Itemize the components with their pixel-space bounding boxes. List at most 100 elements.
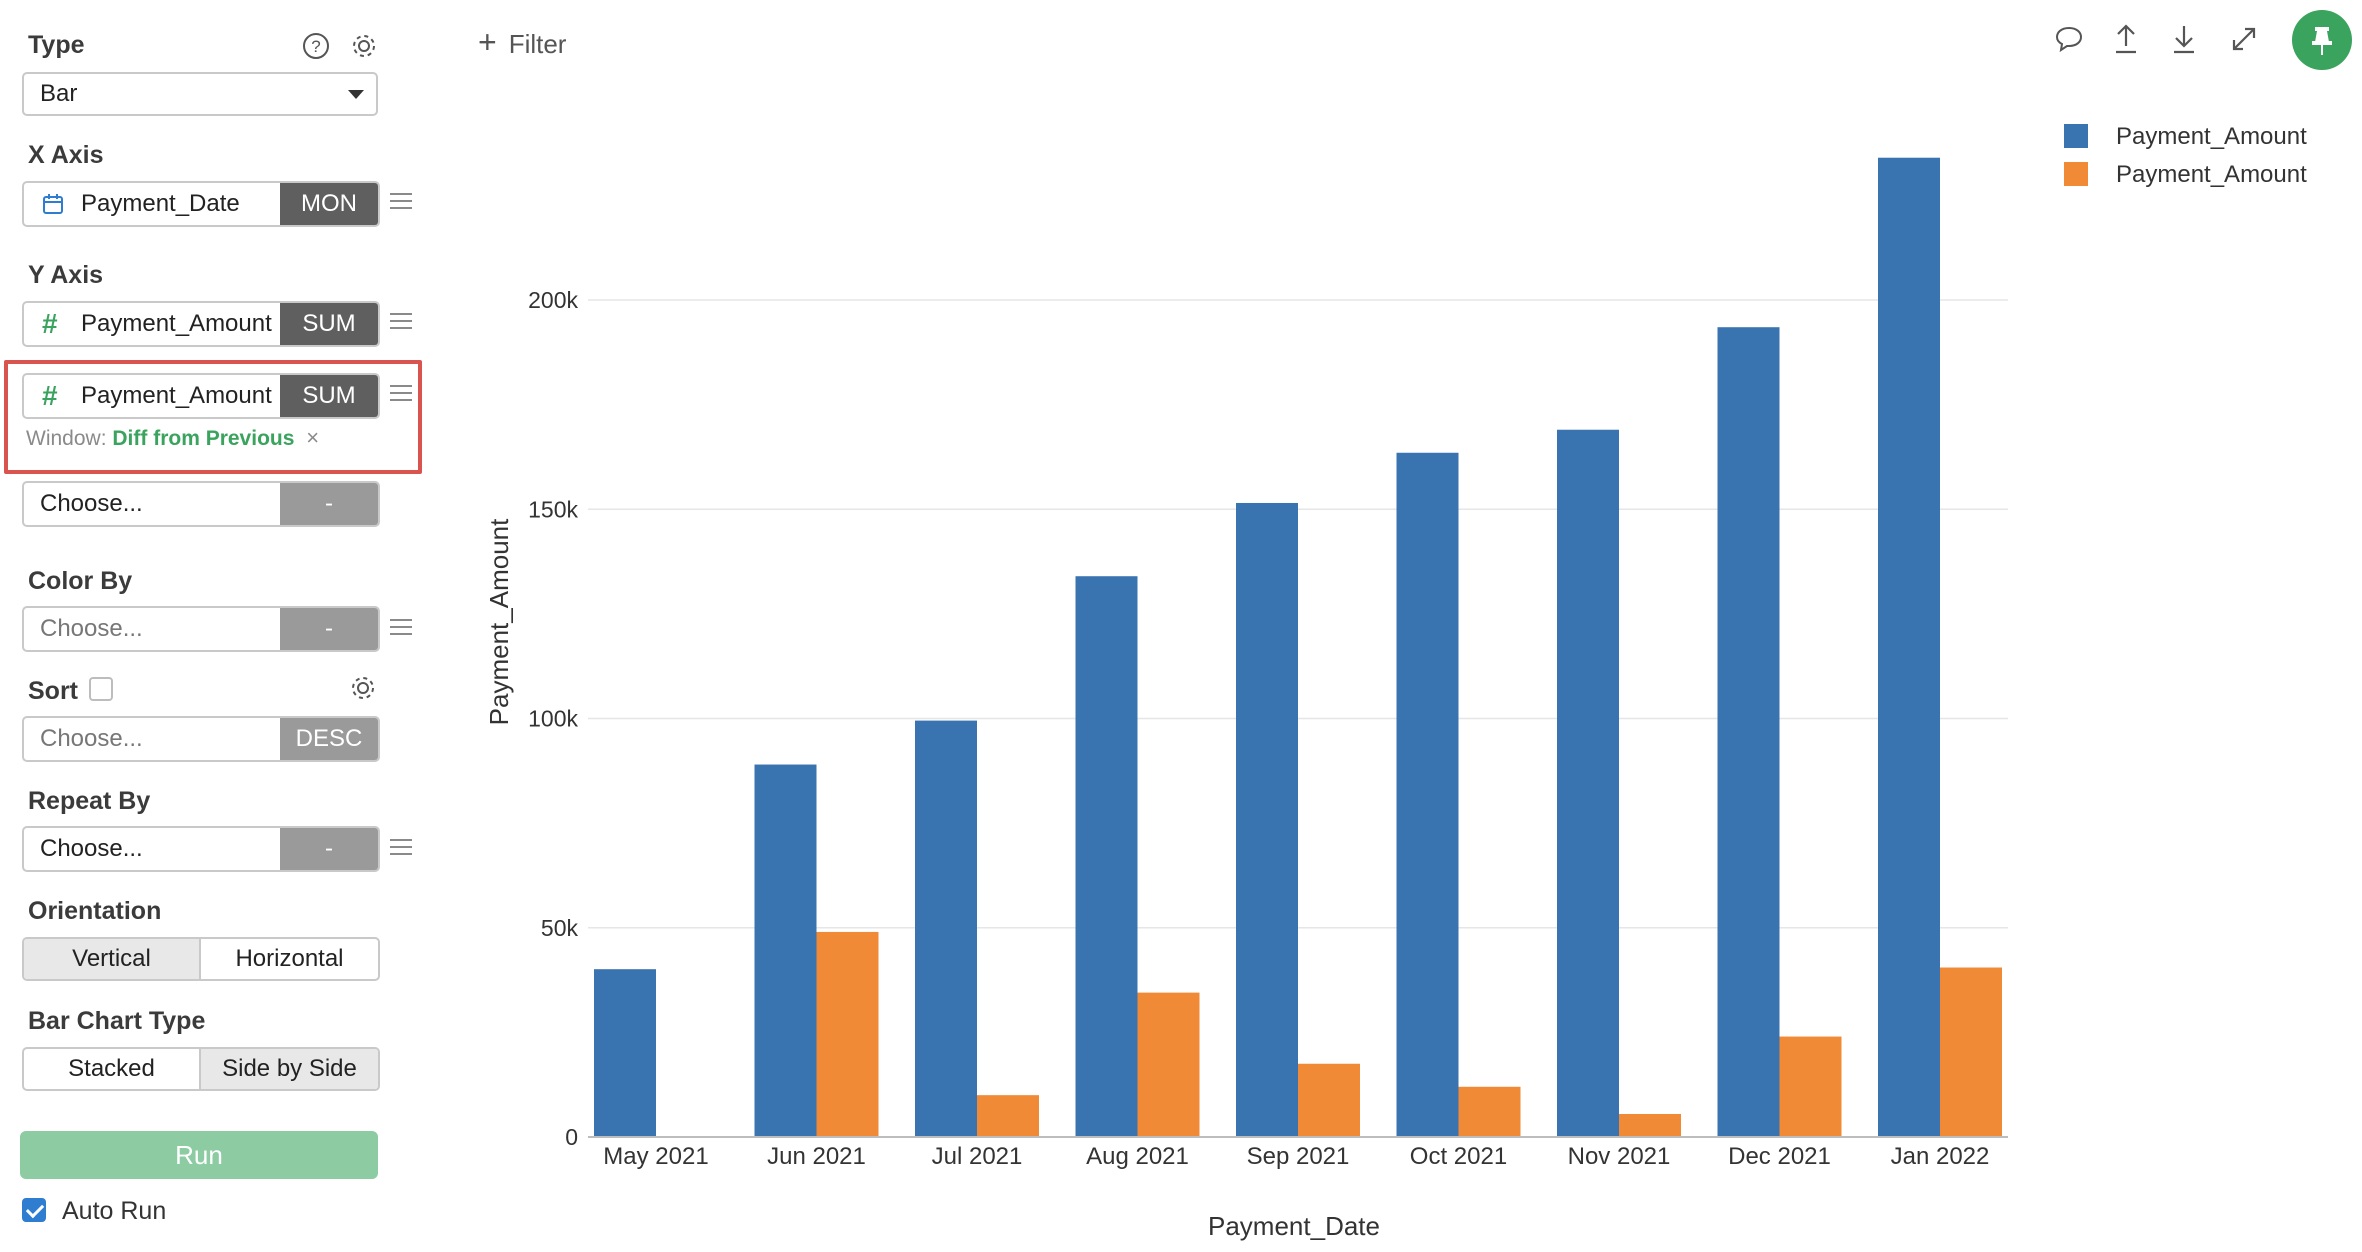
sort-field[interactable]: Choose... DESC [22, 716, 380, 762]
x-axis-menu-icon[interactable] [390, 193, 412, 211]
x-axis-title: Payment_Date [1208, 1211, 1380, 1241]
pin-icon [2312, 27, 2332, 55]
download-icon[interactable] [2167, 22, 2201, 56]
run-button[interactable]: Run [20, 1131, 378, 1179]
filter-label: Filter [508, 29, 567, 59]
y-tick-label: 150k [528, 496, 578, 522]
y-axis-field-1-name[interactable]: # Payment_Amount [24, 303, 282, 345]
repeat-by-field[interactable]: Choose... - [22, 826, 380, 872]
y-axis-field-2-agg-button[interactable]: SUM [280, 375, 378, 417]
bar-series-2 [1137, 992, 1200, 1137]
color-by-placeholder: Choose... [40, 615, 143, 642]
x-tick-label: Oct 2021 [1410, 1143, 1507, 1170]
orientation-label: Orientation [28, 897, 162, 925]
y-axis-add-agg-button[interactable]: - [280, 483, 378, 525]
bar-type-stacked-option[interactable]: Stacked [24, 1049, 201, 1089]
bar-series-1 [1396, 452, 1459, 1137]
y-axis-field-2-text: Payment_Amount [81, 382, 272, 409]
calendar-icon [43, 194, 63, 214]
bar-series-1 [1557, 429, 1619, 1137]
repeat-by-agg-button[interactable]: - [280, 828, 378, 870]
y-axis-title: Payment_Amount [484, 518, 514, 725]
sort-select[interactable]: Choose... [24, 718, 282, 760]
bar-series-1 [754, 764, 817, 1137]
window-calculation-link[interactable]: Diff from Previous [112, 427, 295, 450]
y-tick-label: 200k [528, 287, 578, 313]
help-icon[interactable]: ? [302, 32, 330, 60]
window-label: Window: [26, 427, 107, 450]
upload-icon[interactable] [2109, 22, 2143, 56]
pin-button[interactable] [2292, 10, 2352, 70]
y-axis-field-1-text: Payment_Amount [81, 310, 272, 337]
bar-series-2 [1779, 1036, 1842, 1137]
axes: 0 50k 100k 150k 200k May 2021 Jun 2021 Jul 2021… [484, 287, 2008, 1241]
auto-run-label: Auto Run [62, 1197, 167, 1225]
color-by-agg-button[interactable]: - [280, 608, 378, 650]
x-axis-field-text: Payment_Date [81, 190, 240, 217]
sort-placeholder: Choose... [40, 725, 143, 752]
bar-chart-type-toggle[interactable]: Stacked Side by Side [22, 1047, 380, 1091]
x-axis-field[interactable]: Payment_Date MON [22, 181, 380, 227]
y-axis-field-1-agg-button[interactable]: SUM [280, 303, 378, 345]
legend: Payment_Amount Payment_Amount [2064, 123, 2307, 188]
y-axis-field-2-menu-icon[interactable] [390, 385, 412, 403]
y-axis-field-1-menu-icon[interactable] [390, 313, 412, 331]
bar-series-2 [977, 1095, 1039, 1137]
legend-label: Payment_Amount [2116, 123, 2307, 150]
y-axis-field-2-name[interactable]: # Payment_Amount [24, 375, 282, 417]
sort-order-button[interactable]: DESC [280, 718, 378, 760]
color-by-label: Color By [28, 567, 133, 595]
bar-series-1 [1075, 576, 1138, 1137]
y-axis-add-field[interactable]: Choose... - [22, 481, 380, 527]
bar-series-2 [1298, 1063, 1360, 1137]
expand-icon[interactable] [2227, 22, 2261, 56]
chart-type-select[interactable]: Bar [22, 72, 378, 116]
repeat-by-select[interactable]: Choose... [24, 828, 282, 870]
bars [594, 157, 2002, 1137]
y-axis-field-1[interactable]: # Payment_Amount SUM [22, 301, 380, 347]
x-axis-label: X Axis [28, 141, 104, 169]
bar-series-2 [1458, 1086, 1521, 1137]
bar-type-side-by-side-option[interactable]: Side by Side [201, 1049, 378, 1089]
bar-chart-type-label: Bar Chart Type [28, 1007, 206, 1035]
add-filter-button[interactable]: + Filter [478, 22, 566, 62]
bar-series-1 [1236, 502, 1298, 1137]
bar-series-1 [1717, 327, 1780, 1137]
orientation-toggle[interactable]: Vertical Horizontal [22, 937, 380, 981]
y-tick-label: 50k [541, 915, 579, 941]
svg-text:?: ? [311, 37, 320, 56]
legend-swatch [2064, 124, 2088, 148]
highlight-annotation-box [4, 360, 422, 474]
x-tick-label: Jan 2022 [1891, 1143, 1990, 1170]
repeat-by-label: Repeat By [28, 787, 151, 815]
y-tick-label: 100k [528, 706, 578, 732]
legend-swatch [2064, 162, 2088, 186]
bar-series-1 [1878, 157, 1940, 1137]
color-by-field[interactable]: Choose... - [22, 606, 380, 652]
bar-series-1 [594, 969, 656, 1137]
orientation-horizontal-option[interactable]: Horizontal [235, 945, 344, 972]
color-by-menu-icon[interactable] [390, 619, 412, 637]
y-axis-add-field-select[interactable]: Choose... [24, 483, 282, 525]
number-type-icon: # [42, 308, 58, 339]
color-by-select[interactable]: Choose... [24, 608, 282, 650]
orientation-vertical-option[interactable]: Vertical [24, 939, 201, 979]
x-tick-label: Jun 2021 [767, 1143, 866, 1170]
settings-gear-icon[interactable] [350, 32, 378, 60]
comment-icon[interactable] [2052, 22, 2086, 56]
sort-label: Sort [28, 677, 78, 705]
sort-settings-gear-icon[interactable] [349, 674, 377, 702]
x-axis-field-name[interactable]: Payment_Date [24, 183, 282, 225]
x-tick-label: Jul 2021 [932, 1143, 1023, 1170]
repeat-by-menu-icon[interactable] [390, 839, 412, 857]
remove-window-icon[interactable]: × [306, 425, 320, 450]
bar-series-2 [816, 931, 879, 1137]
bar-series-1 [915, 720, 977, 1137]
auto-run-checkbox[interactable] [22, 1198, 46, 1222]
x-tick-label: Dec 2021 [1728, 1143, 1831, 1170]
x-axis-agg-button[interactable]: MON [280, 183, 378, 225]
y-axis-field-2[interactable]: # Payment_Amount SUM [22, 373, 380, 419]
chevron-down-icon [348, 90, 364, 99]
sort-checkbox[interactable] [89, 677, 113, 701]
